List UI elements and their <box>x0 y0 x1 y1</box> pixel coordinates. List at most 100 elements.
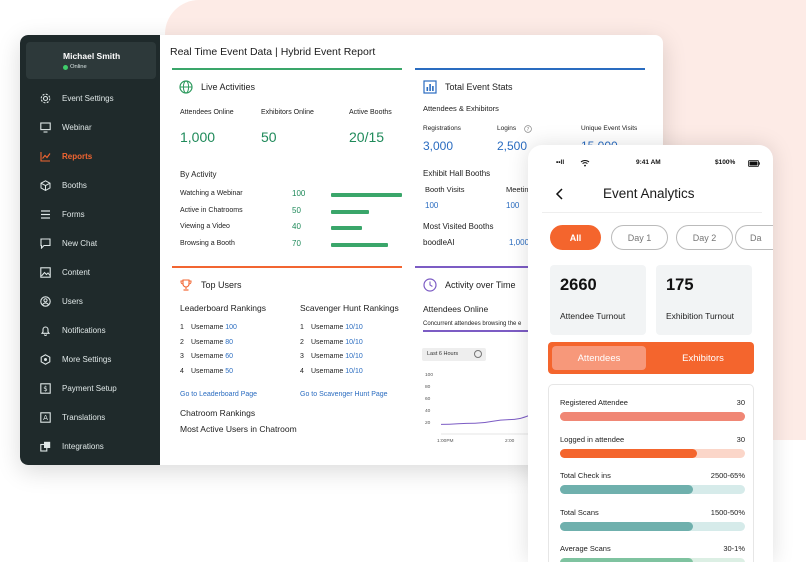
tab-all[interactable]: All <box>550 225 601 250</box>
attendees-online-value: 1,000 <box>180 129 216 145</box>
sidebar-item-translations[interactable]: A Translations <box>20 403 160 432</box>
unique-visits-label: Unique Event Visits <box>581 125 638 132</box>
metric-value: 30 <box>736 434 745 444</box>
svg-text:$: $ <box>43 385 47 393</box>
activity-bar <box>331 209 370 214</box>
activity-bar <box>331 242 388 247</box>
metric-label: Total Scans <box>560 507 599 517</box>
rank-number: 1 <box>180 324 184 331</box>
sidebar-item-users[interactable]: Users <box>20 287 160 316</box>
sidebar: Michael Smith Online Event Settings Webin… <box>20 35 160 465</box>
user-name: Michael Smith <box>63 51 121 61</box>
ranking-row: 4 Username 10/10 <box>300 368 363 375</box>
metric-track <box>560 485 745 494</box>
tab-da[interactable]: Da <box>735 225 773 250</box>
leaderboard-list: 1 Username 100 2 Username 80 3 Username 60 4 Us… <box>180 324 290 384</box>
exhibitors-online-value: 50 <box>261 129 277 145</box>
activity-row: Viewing a Video 40 <box>180 222 410 234</box>
panel-accent-line <box>415 68 645 70</box>
y-tick-label: 20 <box>425 420 431 426</box>
user-profile[interactable]: Michael Smith Online <box>26 42 156 79</box>
sidebar-item-label: Forms <box>62 210 85 219</box>
segment-exhibitors[interactable]: Exhibitors <box>682 352 724 364</box>
segment-attendees[interactable]: Attendees <box>552 346 646 370</box>
rank-score: 10/10 <box>345 324 363 331</box>
page-title: Real Time Event Data | Hybrid Event Repo… <box>170 46 376 58</box>
tab-day-2[interactable]: Day 2 <box>676 225 733 250</box>
rank-username: Username <box>191 338 224 346</box>
signal-status: ••ll <box>556 159 565 166</box>
sidebar-item-label: Event Settings <box>62 94 114 103</box>
sidebar-item-integrations[interactable]: Integrations <box>20 432 160 461</box>
registrations-label: Registrations <box>423 125 461 132</box>
booth-visits-value: 100 <box>425 201 439 210</box>
metric-value: 30-1% <box>723 544 745 553</box>
x-tick-label: 1:00PM <box>437 438 454 444</box>
sidebar-item-label: Content <box>62 268 91 277</box>
sidebar-item-event-settings[interactable]: Event Settings <box>20 84 160 113</box>
active-booths-value: 20/15 <box>349 129 385 145</box>
cube-icon <box>40 180 51 191</box>
dollar-icon: $ <box>40 383 51 394</box>
translate-icon: A <box>40 412 51 423</box>
y-tick-label: 80 <box>425 384 431 390</box>
rank-number: 3 <box>180 353 184 360</box>
most-visited-value: 1,000 <box>509 238 530 247</box>
help-icon[interactable]: ? <box>524 125 532 133</box>
metric-label: Logged in attendee <box>560 434 625 444</box>
gear-icon <box>40 93 51 104</box>
scavenger-list: 1 Username 10/10 2 Username 10/10 3 Username … <box>300 324 410 384</box>
sidebar-item-label: New Chat <box>62 239 98 248</box>
rank-username: Username <box>191 353 224 360</box>
scavenger-link[interactable]: Go to Scavenger Hunt Page <box>300 391 388 398</box>
x-tick-label: 2:00 <box>505 438 515 444</box>
rank-username: Username <box>311 367 344 375</box>
activity-value: 70 <box>292 238 301 248</box>
screen-title: Event Analytics <box>603 186 695 201</box>
time-range-select[interactable]: Last 6 Hours <box>422 348 486 361</box>
sidebar-item-reports[interactable]: Reports <box>20 142 160 171</box>
sidebar-item-booths[interactable]: Booths <box>20 171 160 200</box>
sidebar-item-label: Webinar <box>62 123 92 132</box>
live-activities-panel: Live Activities Attendees Online 1,000 E… <box>172 68 402 263</box>
sidebar-item-webinar[interactable]: Webinar <box>20 113 160 142</box>
tab-day-1[interactable]: Day 1 <box>611 225 668 250</box>
activity-row: Watching a Webinar 100 <box>180 189 410 201</box>
by-activity-label: By Activity <box>180 170 217 179</box>
trophy-icon <box>180 279 192 291</box>
attendees-online-sub: Attendees Online <box>423 304 489 314</box>
sidebar-item-label: Reports <box>62 152 93 161</box>
activity-row: Browsing a Booth 70 <box>180 239 410 251</box>
attendee-turnout-value: 2660 <box>560 276 597 294</box>
bar-chart-icon <box>423 80 437 94</box>
activity-value: 100 <box>292 189 306 198</box>
sidebar-item-label: Translations <box>62 413 106 422</box>
sidebar-item-forms[interactable]: Forms <box>20 200 160 229</box>
sidebar-item-content[interactable]: Content <box>20 258 160 287</box>
attendees-exhibitors-label: Attendees & Exhibitors <box>423 104 499 113</box>
mobile-app-window: ••ll 9:41 AM $100% Event Analytics All Da… <box>528 145 773 562</box>
sidebar-item-more-settings[interactable]: More Settings <box>20 345 160 374</box>
chart-caption: Concurrent attendees browsing the e <box>423 321 522 327</box>
sidebar-item-payment-setup[interactable]: $ Payment Setup <box>20 374 160 403</box>
active-booths-label: Active Booths <box>349 109 392 116</box>
activity-time-title: Activity over Time <box>445 280 516 290</box>
back-arrow-icon[interactable] <box>553 187 567 201</box>
clock-time: 9:41 AM <box>636 159 661 166</box>
hexagon-icon <box>40 354 51 365</box>
rank-number: 2 <box>180 338 184 346</box>
sidebar-item-new-chat[interactable]: New Chat <box>20 229 160 258</box>
booth-visits-label: Booth Visits <box>425 185 465 194</box>
exhibition-turnout-label: Exhibition Turnout <box>666 311 735 321</box>
leaderboard-link[interactable]: Go to Leaderboard Page <box>180 391 258 398</box>
ranking-row: 3 Username 10/10 <box>300 353 363 360</box>
exhibitors-online-label: Exhibitors Online <box>261 109 314 116</box>
activity-time-heading: Activity over Time <box>423 278 516 292</box>
metric-track <box>560 448 745 458</box>
rank-username: Username <box>191 324 224 331</box>
top-users-title: Top Users <box>201 280 242 290</box>
exhibition-turnout-value: 175 <box>666 276 694 294</box>
sidebar-item-notifications[interactable]: Notifications <box>20 316 160 345</box>
activity-value: 40 <box>292 222 301 231</box>
metric-fill <box>560 412 745 421</box>
